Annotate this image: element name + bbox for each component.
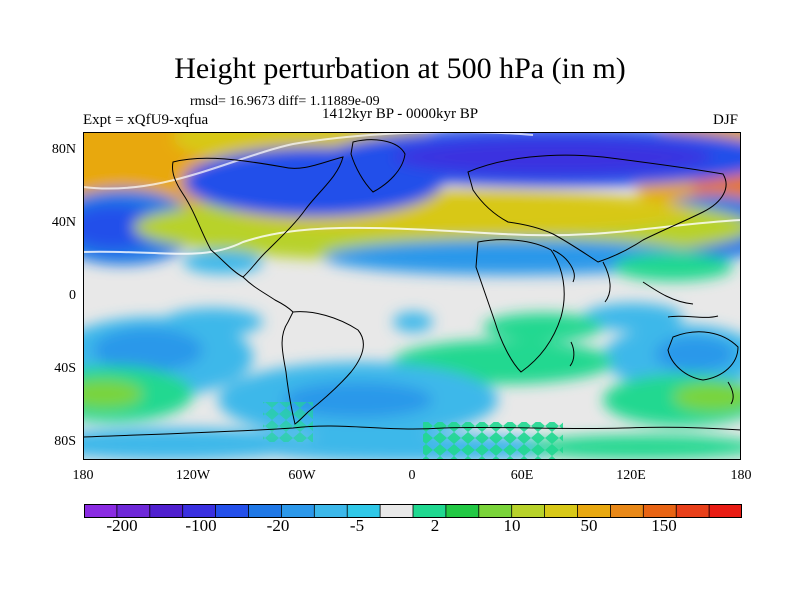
- colorbar-cell: [544, 504, 579, 518]
- colorbar-label: -20: [266, 516, 290, 535]
- x-tick-label: 60E: [510, 468, 534, 483]
- map-frame: [83, 132, 741, 460]
- colorbar-cell: [215, 504, 250, 518]
- colorbar-label: -100: [185, 516, 217, 535]
- colorbar-cell: [379, 504, 414, 518]
- stats-label: rmsd= 16.9673 diff= 1.11889e-09: [190, 94, 380, 109]
- colorbar-label: 150: [651, 516, 677, 535]
- y-tick-label: 40N: [51, 215, 76, 230]
- colorbar-label: -5: [349, 516, 365, 535]
- colorbar-cell: [610, 504, 645, 518]
- y-tick-label: 80S: [54, 434, 76, 449]
- experiment-label: Expt = xQfU9-xqfua: [83, 112, 209, 128]
- y-tick-label: 80N: [51, 142, 76, 157]
- colorbar: [84, 504, 742, 518]
- colorbar-cell: [149, 504, 184, 518]
- colorbar-label: 2: [430, 516, 440, 535]
- coastlines: [83, 139, 741, 438]
- colorbar-cell: [445, 504, 480, 518]
- colorbar-cell: [313, 504, 349, 518]
- height-perturbation-map: [83, 132, 741, 460]
- period-label: 1412kyr BP - 0000kyr BP: [322, 106, 479, 122]
- y-tick-label: 0: [69, 288, 76, 303]
- y-tick-label: 40S: [54, 361, 76, 376]
- x-tick-label: 180: [72, 468, 94, 483]
- x-tick-label: 60W: [288, 468, 316, 483]
- x-tick-label: 120E: [616, 468, 646, 483]
- colorbar-cell: [412, 504, 447, 518]
- colorbar-label: -200: [106, 516, 138, 535]
- season-label: DJF: [713, 112, 739, 128]
- colorbar-label: 50: [580, 516, 598, 535]
- colorbar-cell: [675, 504, 711, 518]
- colorbar-cell: [708, 504, 742, 518]
- x-tick-label: 120W: [175, 468, 211, 483]
- field-fill: [83, 132, 741, 460]
- x-tick-label: 180: [730, 468, 752, 483]
- map-title: Height perturbation at 500 hPa (in m): [174, 52, 626, 85]
- x-tick-label: 0: [408, 468, 416, 483]
- colorbar-label: 10: [503, 516, 521, 535]
